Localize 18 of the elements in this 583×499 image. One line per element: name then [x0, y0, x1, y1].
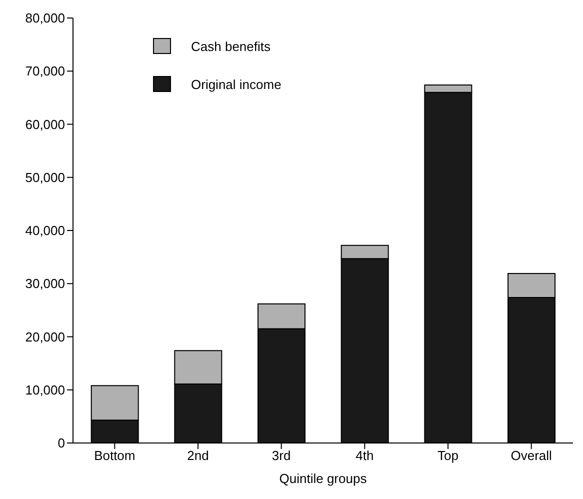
y-tick-label: 70,000	[25, 64, 65, 79]
x-tick-label: 3rd	[272, 448, 291, 464]
y-tick-label: 40,000	[25, 223, 65, 238]
x-tick-label: 2nd	[187, 448, 209, 464]
x-tick-label: Top	[438, 448, 458, 464]
x-axis-title: Quintile groups	[279, 471, 368, 486]
legend-label: Cash benefits	[191, 38, 270, 54]
y-tick-label: 30,000	[25, 276, 65, 292]
y-tick-label: 80,000	[25, 10, 65, 26]
x-tick-label: Bottom	[94, 448, 136, 464]
y-tick-label: 60,000	[25, 116, 65, 132]
y-tick-label: 10,000	[25, 382, 65, 398]
y-tick-label: 20,000	[25, 329, 65, 344]
y-tick-label: 0	[58, 436, 65, 451]
y-tick-label: 50,000	[25, 170, 65, 185]
x-tick-label: 4th	[356, 448, 374, 464]
x-tick-label: Overall	[510, 448, 552, 464]
legend-label: Original income	[191, 76, 282, 92]
